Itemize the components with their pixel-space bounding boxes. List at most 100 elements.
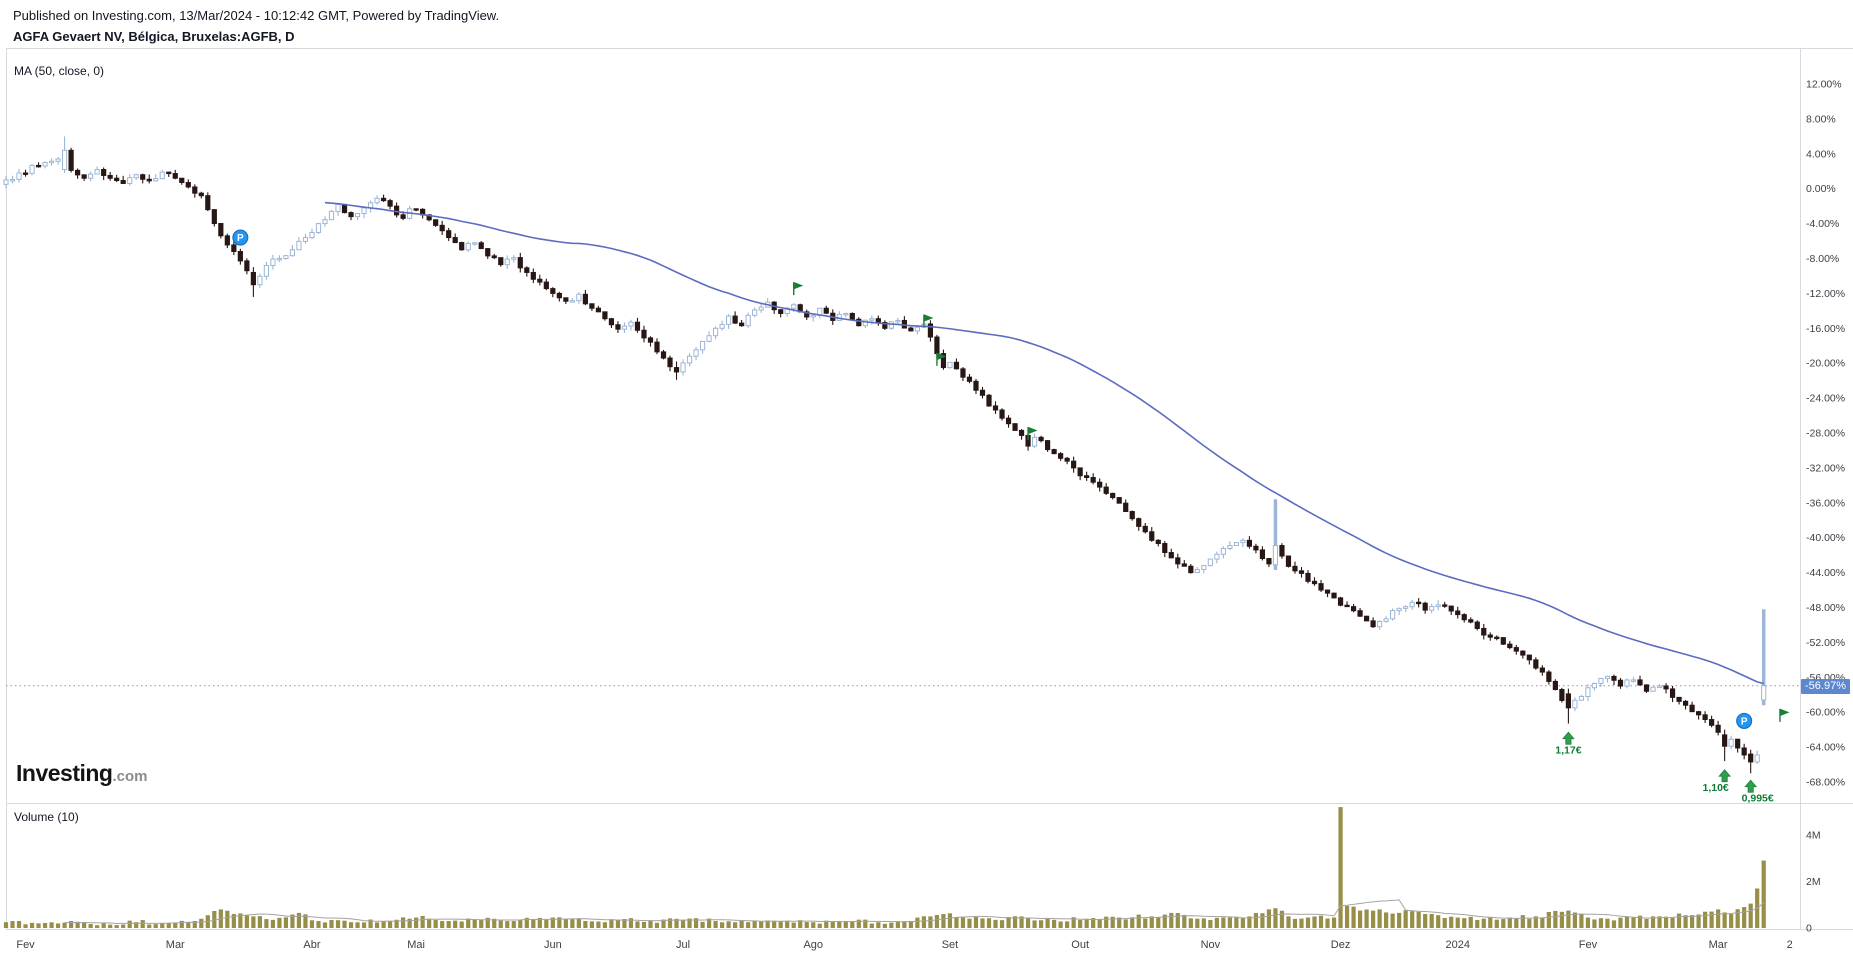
- candle-body: [55, 158, 61, 162]
- candle-body: [849, 312, 855, 320]
- candle-body: [1715, 724, 1721, 733]
- candle-body: [1298, 570, 1305, 574]
- flag-marker[interactable]: [1027, 427, 1038, 440]
- publication-badge[interactable]: P: [232, 229, 249, 246]
- candle-body: [1344, 604, 1350, 608]
- candle-body: [686, 355, 693, 364]
- chart-frame: [6, 48, 1853, 930]
- ma-indicator-label[interactable]: MA (50, close, 0): [14, 64, 105, 78]
- x-axis-label: Fev: [1579, 939, 1598, 951]
- candle-body: [1103, 486, 1109, 494]
- candle-body: [1422, 602, 1428, 611]
- chart-title: AGFA Gevaert NV, Bélgica, Bruxelas:AGFB,…: [13, 29, 295, 44]
- candle-body: [1539, 667, 1545, 673]
- candle-body: [88, 173, 94, 179]
- y-axis-tick: -20.00%: [1806, 358, 1845, 370]
- flag-marker[interactable]: [793, 282, 804, 296]
- candle-body: [1624, 679, 1630, 687]
- y-axis-tick: -52.00%: [1806, 637, 1845, 649]
- candle-body: [16, 172, 22, 180]
- y-axis-tick: -64.00%: [1806, 742, 1845, 754]
- candle-body: [634, 321, 641, 331]
- candle-body: [159, 171, 165, 180]
- candle-body: [179, 177, 185, 183]
- candle-body: [394, 205, 400, 216]
- candle-body: [1220, 547, 1226, 555]
- candle-body: [589, 303, 595, 309]
- candle-body: [1357, 610, 1363, 617]
- candle-body: [934, 336, 940, 355]
- candle-body: [42, 161, 48, 167]
- candle-body: [81, 174, 87, 179]
- y-axis-tick: 12.00%: [1806, 79, 1842, 91]
- candle-body: [9, 178, 16, 182]
- arrow-up-icon: [1562, 731, 1575, 745]
- candle-body: [1676, 696, 1682, 702]
- flag-marker[interactable]: [923, 314, 934, 328]
- candle-body: [1031, 436, 1038, 447]
- candle-body: [153, 178, 159, 182]
- candle-body: [1663, 685, 1669, 690]
- candle-body: [986, 394, 992, 407]
- candle-body: [1735, 738, 1741, 749]
- candle-body: [120, 180, 126, 184]
- price-axis[interactable]: [1800, 48, 1853, 929]
- candle-body: [205, 195, 211, 211]
- y-axis-tick: -24.00%: [1806, 393, 1845, 405]
- buy-arrow-marker[interactable]: 0,995€: [1742, 779, 1774, 804]
- publication-badge[interactable]: P: [1736, 712, 1753, 729]
- candle-body: [680, 362, 686, 373]
- candle-body: [374, 197, 380, 204]
- volume-indicator-label[interactable]: Volume (10): [14, 810, 79, 824]
- candle-body: [361, 207, 367, 215]
- x-axis-label: Fev: [16, 939, 35, 951]
- arrow-price-label: 1,17€: [1555, 744, 1581, 756]
- x-axis-label: 2024: [1445, 939, 1469, 951]
- candle-body: [628, 321, 634, 327]
- candle-body: [1350, 606, 1357, 612]
- candle-body: [1097, 481, 1103, 488]
- candle-body: [856, 318, 862, 327]
- candle-body: [999, 409, 1005, 419]
- candle-body: [621, 325, 628, 330]
- y-axis-tick: 4.00%: [1806, 148, 1836, 160]
- candle-body: [1416, 601, 1422, 605]
- candle-body: [1526, 654, 1532, 661]
- candle-body: [947, 361, 953, 369]
- buy-arrow-marker[interactable]: 1,17€: [1555, 731, 1582, 756]
- candle-body: [1377, 620, 1383, 628]
- candle-body: [1741, 747, 1747, 756]
- candle-body: [1227, 545, 1233, 549]
- candle-body: [380, 197, 387, 202]
- candle-body: [973, 380, 979, 391]
- candle-body: [504, 258, 510, 266]
- candle-body: [1585, 687, 1591, 697]
- buy-arrow-marker[interactable]: 1,10€: [1702, 769, 1732, 794]
- x-axis-label: Jul: [676, 939, 690, 951]
- candle-body: [752, 309, 758, 316]
- candle-body: [823, 307, 829, 314]
- candle-body: [1331, 592, 1337, 599]
- candle-body: [712, 327, 719, 337]
- candle-body: [185, 181, 191, 188]
- flag-marker[interactable]: [936, 352, 947, 366]
- candle-body: [315, 223, 322, 233]
- candle-body: [1071, 460, 1077, 469]
- x-axis-label: Ago: [803, 939, 823, 951]
- candle-body: [1513, 647, 1519, 652]
- candle-body: [608, 318, 615, 326]
- candle-body: [400, 214, 406, 219]
- time-axis[interactable]: [6, 929, 1800, 957]
- candle-body: [1051, 449, 1057, 455]
- flag-marker[interactable]: [1779, 708, 1790, 722]
- candle-body: [1246, 539, 1253, 547]
- candle-body: [960, 368, 966, 378]
- candle-body: [1559, 689, 1565, 701]
- candle-body: [1018, 429, 1025, 436]
- candle-body: [94, 169, 100, 175]
- candle-body: [3, 179, 9, 185]
- candle-body: [1311, 580, 1318, 585]
- candle-body: [1630, 679, 1637, 682]
- candle-body: [257, 275, 263, 286]
